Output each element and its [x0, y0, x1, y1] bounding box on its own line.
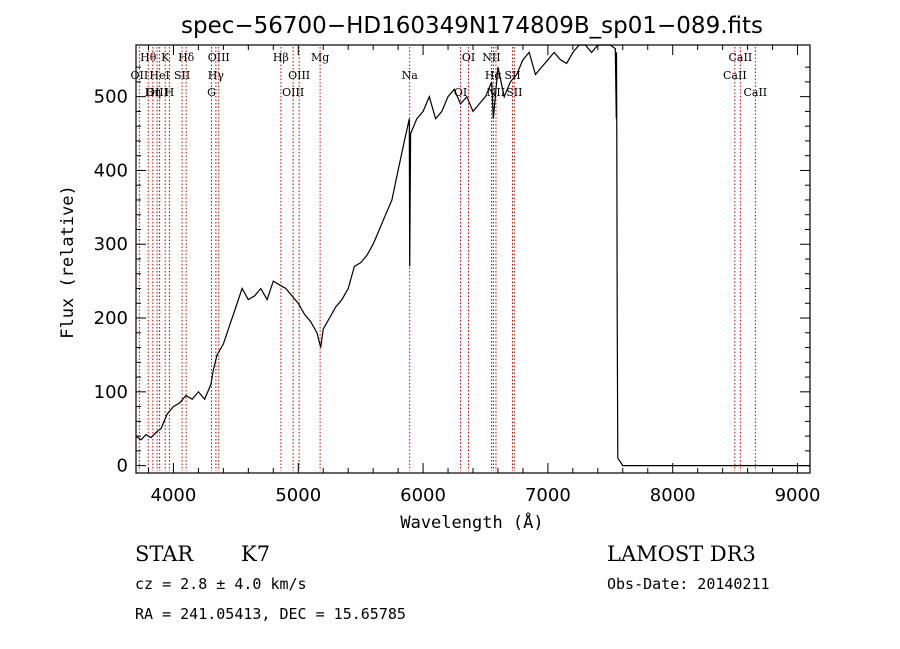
line-marker-label: Hγ	[208, 69, 225, 82]
line-marker-label: OIII	[288, 69, 310, 82]
line-marker-label: K	[161, 51, 170, 64]
observation-date: Obs-Date: 20140211	[607, 575, 770, 593]
x-axis-label: Wavelength (Å)	[400, 511, 543, 533]
line-marker-label: Na	[402, 69, 419, 82]
y-tick-label: 200	[94, 308, 128, 329]
line-marker-label: NII	[482, 51, 500, 64]
line-marker-label: OII	[131, 69, 149, 82]
line-marker-label: CaII	[743, 86, 767, 99]
line-marker-label: CaII	[729, 51, 753, 64]
line-marker-label: Hδ	[178, 51, 195, 64]
sky-coordinates: RA = 241.05413, DEC = 15.65785	[135, 605, 406, 623]
line-marker-label: G	[207, 86, 216, 99]
line-marker-label: SII	[506, 86, 522, 99]
line-marker-label: H	[165, 86, 175, 99]
line-marker-label: CaII	[723, 69, 747, 82]
line-marker-label: OI	[462, 51, 475, 64]
x-tick-label: 4000	[151, 485, 197, 506]
plot-frame	[135, 44, 811, 474]
survey-name: LAMOST DR3	[607, 542, 756, 566]
y-tick-label: 400	[94, 160, 128, 181]
line-marker-lines	[138, 47, 756, 471]
y-tick-label: 0	[117, 456, 128, 477]
line-marker-label: HeI	[149, 69, 169, 82]
line-marker-label: OIII	[146, 86, 168, 99]
x-tick-label: 8000	[650, 485, 696, 506]
line-marker-labels: HθOIIOIIIKHeIHηHδSIIHOIIIHγGHβOIIIOIIIMg…	[131, 51, 768, 99]
line-marker-label: Hβ	[273, 51, 289, 64]
line-marker-label: SII	[504, 69, 520, 82]
line-marker-label: OIII	[208, 51, 230, 64]
x-tick-label: 7000	[525, 485, 571, 506]
y-axis-label: Flux (relative)	[58, 185, 78, 339]
x-tick-label: 6000	[400, 485, 446, 506]
y-axis-ticks: 0 100 200 300 400 500	[94, 66, 810, 477]
spectrum-line	[135, 44, 810, 467]
line-marker-label: Mg	[311, 51, 329, 64]
object-class: STAR	[135, 542, 194, 566]
x-axis-ticks: 4000 5000 6000 7000 8000 9000	[147, 45, 821, 506]
x-tick-label: 9000	[775, 485, 821, 506]
y-tick-label: 300	[94, 234, 128, 255]
y-tick-label: 500	[94, 87, 128, 108]
line-marker-label: SII	[174, 69, 190, 82]
x-tick-label: 5000	[275, 485, 321, 506]
object-subclass: K7	[241, 542, 270, 566]
line-marker-label: Hθ	[140, 51, 157, 64]
redshift-velocity: cz = 2.8 ± 4.0 km/s	[135, 575, 307, 593]
chart-title: spec−56700−HD160349N174809B_sp01−089.fit…	[181, 13, 763, 39]
line-marker-label: OIII	[282, 86, 304, 99]
line-marker-label: Hη	[145, 86, 161, 99]
y-tick-label: 100	[94, 382, 128, 403]
